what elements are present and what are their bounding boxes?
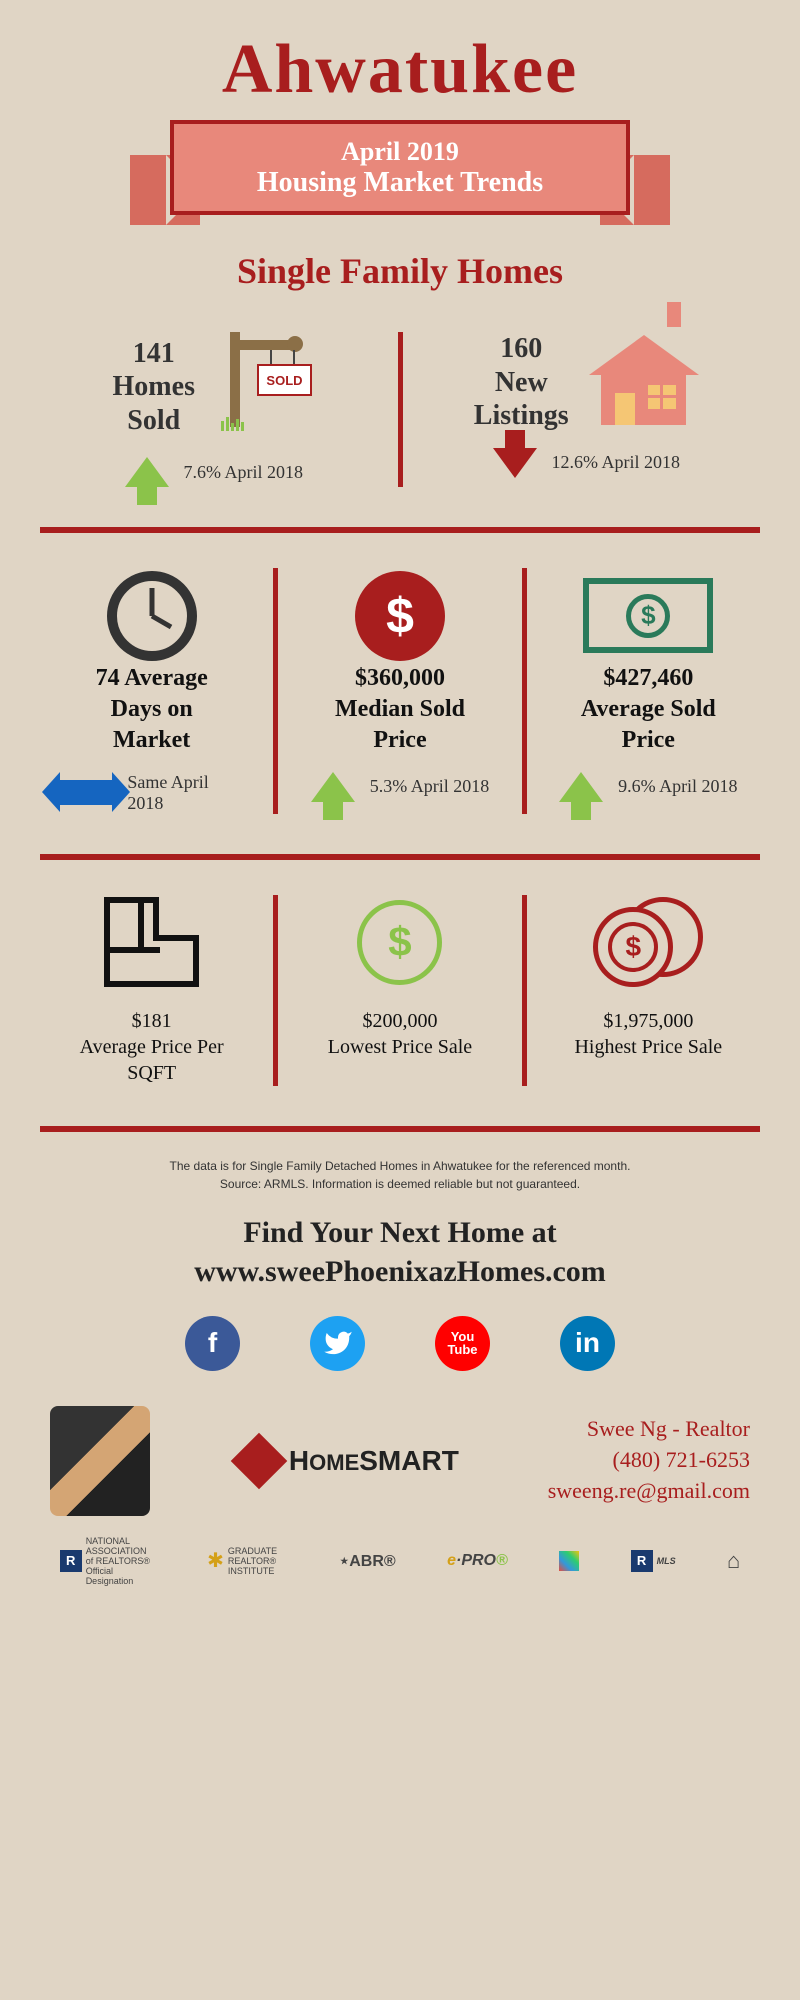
epro-logo: e·PRO®: [447, 1552, 508, 1570]
vertical-divider: [522, 568, 527, 814]
vertical-divider: [273, 895, 278, 1086]
coins-icon: $: [593, 897, 703, 987]
vertical-divider: [398, 332, 403, 487]
up-arrow-icon: [125, 457, 169, 487]
clock-icon: [107, 571, 197, 661]
homes-sold-text: 141 Homes Sold: [113, 337, 195, 438]
contact-info: Swee Ng - Realtor (480) 721-6253 sweeng.…: [548, 1414, 750, 1506]
same-arrow-icon: [60, 780, 112, 805]
median-change: 5.3% April 2018: [311, 772, 490, 802]
homes-sold-stat: 141 Homes Sold SOLD 7.6% April 2018: [40, 332, 388, 487]
ribbon-subtitle: Housing Market Trends: [257, 167, 543, 199]
days-change: Same April 2018: [60, 772, 243, 814]
call-to-action: Find Your Next Home at www.sweePhoenixaz…: [40, 1213, 760, 1291]
new-listings-text: 160 New Listings: [474, 332, 569, 433]
up-arrow-icon: [559, 772, 603, 802]
ribbon-banner: April 2019 Housing Market Trends: [160, 120, 640, 230]
horizontal-divider: [40, 1126, 760, 1132]
house-icon: [589, 335, 699, 430]
main-title: Ahwatukee: [40, 30, 760, 110]
certification-logos: RNATIONAL ASSOCIATION of REALTORS® Offic…: [40, 1536, 760, 1586]
up-arrow-icon: [311, 772, 355, 802]
nar-logo: RNATIONAL ASSOCIATION of REALTORS® Offic…: [60, 1536, 156, 1586]
avg-change: 9.6% April 2018: [559, 772, 738, 802]
equal-housing-logo: ⌂: [727, 1548, 740, 1574]
down-arrow-icon: [493, 448, 537, 478]
homes-sold-change: 7.6% April 2018: [125, 457, 304, 487]
dollar-circle-icon: $: [355, 571, 445, 661]
vertical-divider: [273, 568, 278, 814]
facebook-icon[interactable]: f: [185, 1316, 240, 1371]
realtor-email: sweeng.re@gmail.com: [548, 1476, 750, 1507]
bill-icon: $: [583, 578, 713, 653]
new-listings-change: 12.6% April 2018: [493, 448, 681, 478]
horizontal-divider: [40, 854, 760, 860]
mls-logo: RMLS: [631, 1550, 676, 1572]
days-on-market-stat: 74 Average Days on Market Same April 201…: [40, 568, 263, 814]
sold-sign-icon: SOLD: [215, 332, 315, 442]
highest-price-stat: $ $1,975,000 Highest Price Sale: [537, 895, 760, 1086]
stats-row-3: $181 Average Price Per SQFT $ $200,000 L…: [40, 885, 760, 1116]
lowest-price-stat: $ $200,000 Lowest Price Sale: [288, 895, 511, 1086]
new-listings-stat: 160 New Listings 12.6% April 2018: [413, 332, 761, 487]
dollar-outline-icon: $: [357, 900, 442, 985]
realtor-name: Swee Ng - Realtor: [548, 1414, 750, 1445]
youtube-icon[interactable]: YouTube: [435, 1316, 490, 1371]
linkedin-icon[interactable]: in: [560, 1316, 615, 1371]
ribbon-center: April 2019 Housing Market Trends: [170, 120, 630, 215]
diamond-icon: [231, 1432, 288, 1489]
realtor-phone: (480) 721-6253: [548, 1445, 750, 1476]
diversity-logo: [559, 1551, 579, 1571]
abr-logo: ⋆ABR®: [339, 1551, 395, 1571]
realtor-photo: [50, 1406, 150, 1516]
disclaimer-text: The data is for Single Family Detached H…: [40, 1157, 760, 1193]
floorplan-icon: [104, 897, 199, 987]
infographic-container: Ahwatukee April 2019 Housing Market Tren…: [0, 0, 800, 1616]
median-price-stat: $ $360,000 Median Sold Price 5.3% April …: [288, 568, 511, 814]
horizontal-divider: [40, 527, 760, 533]
price-per-sqft-stat: $181 Average Price Per SQFT: [40, 895, 263, 1086]
stats-row-1: 141 Homes Sold SOLD 7.6% April 2018: [40, 322, 760, 517]
stats-row-2: 74 Average Days on Market Same April 201…: [40, 558, 760, 844]
social-icons-row: f YouTube in: [40, 1316, 760, 1371]
vertical-divider: [522, 895, 527, 1086]
category-subtitle: Single Family Homes: [40, 250, 760, 292]
footer-row: HOMESMART Swee Ng - Realtor (480) 721-62…: [40, 1406, 760, 1516]
avg-price-stat: $ $427,460 Average Sold Price 9.6% April…: [537, 568, 760, 814]
homesmart-logo: HOMESMART: [239, 1441, 459, 1481]
twitter-icon[interactable]: [310, 1316, 365, 1371]
gri-logo: ✱GRADUATE REALTOR® INSTITUTE: [207, 1546, 288, 1576]
ribbon-date: April 2019: [341, 137, 459, 167]
